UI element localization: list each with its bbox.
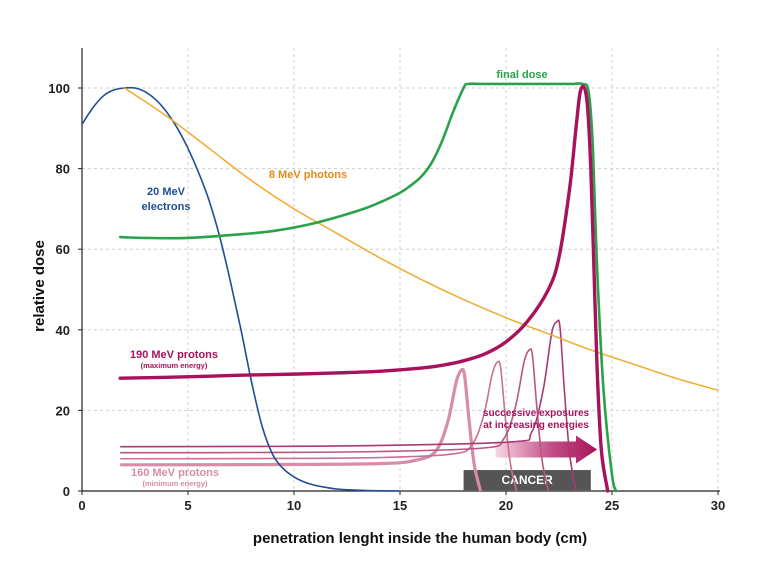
series (118, 84, 610, 493)
label-final-dose: final dose (496, 69, 547, 81)
y-tick-label: 40 (56, 323, 70, 338)
series (123, 87, 719, 391)
y-tick-label: 100 (48, 81, 70, 96)
series-line (81, 86, 401, 492)
annotations: 20 MeV electrons 8 MeV photons final dose 19… (130, 69, 590, 488)
label-protons-min-sub: (minimum energy) (142, 479, 208, 488)
peak-line (120, 319, 577, 492)
x-tick-label: 20 (499, 498, 513, 513)
label-photons: 8 MeV photons (269, 169, 347, 181)
label-electrons: 20 MeV (147, 186, 186, 198)
x-tick-label: 25 (605, 498, 619, 513)
x-tick-label: 15 (393, 498, 407, 513)
x-axis-title: penetration lenght inside the human body… (253, 530, 587, 547)
peak-line (120, 367, 483, 492)
pristine-peaks (120, 319, 577, 492)
series-line (123, 87, 719, 391)
y-tick-label: 20 (56, 403, 70, 418)
cancer-bar (463, 470, 591, 491)
label-electrons: electrons (142, 201, 191, 213)
label-protons-max: 190 MeV protons (130, 349, 218, 361)
peak-line (120, 360, 518, 492)
label-successive: at increasing energies (483, 420, 589, 431)
x-tick-label: 5 (184, 498, 191, 513)
grid (82, 48, 719, 491)
series (81, 86, 401, 492)
increasing-energy-arrow (495, 435, 598, 464)
label-successive: successive exposures (483, 408, 590, 419)
series-line (118, 84, 610, 493)
x-tick-label: 30 (711, 498, 725, 513)
y-tick-label: 80 (56, 162, 70, 177)
arrow-shape (495, 435, 598, 464)
y-axis-title: relative dose (31, 240, 48, 332)
y-tick-label: 0 (63, 484, 70, 499)
label-protons-max-sub: (maximum energy) (141, 361, 208, 370)
peak-line (120, 348, 550, 492)
series-lines (81, 82, 719, 493)
y-tick-label: 60 (56, 242, 70, 257)
x-tick-label: 10 (287, 498, 301, 513)
label-protons-min: 160 MeV protons (131, 467, 219, 479)
tick-labels: 0 5 10 15 20 25 30 0 20 40 60 80 100 (48, 81, 725, 513)
series-line (118, 82, 618, 493)
series (118, 82, 618, 493)
x-tick-label: 0 (78, 498, 85, 513)
